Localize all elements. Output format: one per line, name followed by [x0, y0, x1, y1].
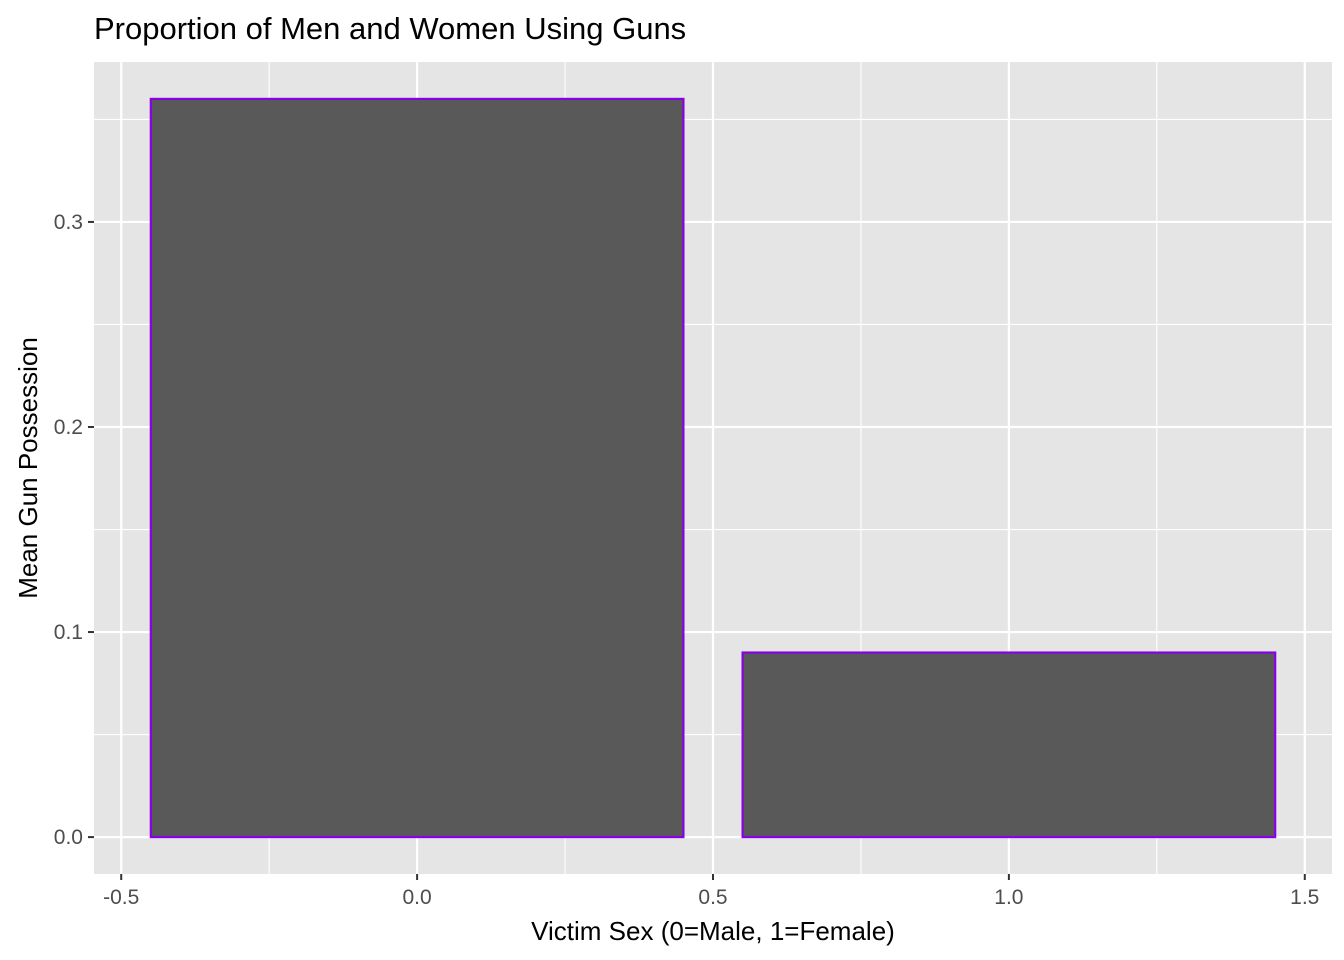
x-tick-label: 1.5	[1290, 886, 1319, 909]
y-tick-label: 0.2	[54, 416, 83, 439]
x-tick-label: -0.5	[103, 886, 139, 909]
chart-title: Proportion of Men and Women Using Guns	[94, 11, 686, 46]
bars	[149, 97, 1277, 839]
x-tick-label: 1.0	[994, 886, 1023, 909]
x-tick-label: 0.5	[698, 886, 727, 909]
x-axis-title: Victim Sex (0=Male, 1=Female)	[531, 916, 895, 946]
x-tick-label: 0.0	[403, 886, 432, 909]
bar-0	[149, 97, 685, 839]
y-tick-label: 0.3	[54, 211, 83, 234]
x-axis-ticks: -0.5 0.0 0.5 1.0 1.5	[103, 874, 1319, 909]
y-tick-label: 0.1	[54, 621, 83, 644]
y-tick-label: 0.0	[54, 826, 83, 849]
y-axis-title: Mean Gun Possession	[13, 337, 43, 599]
bar-1	[741, 651, 1277, 839]
y-axis-ticks: 0.0 0.1 0.2 0.3	[54, 211, 94, 849]
